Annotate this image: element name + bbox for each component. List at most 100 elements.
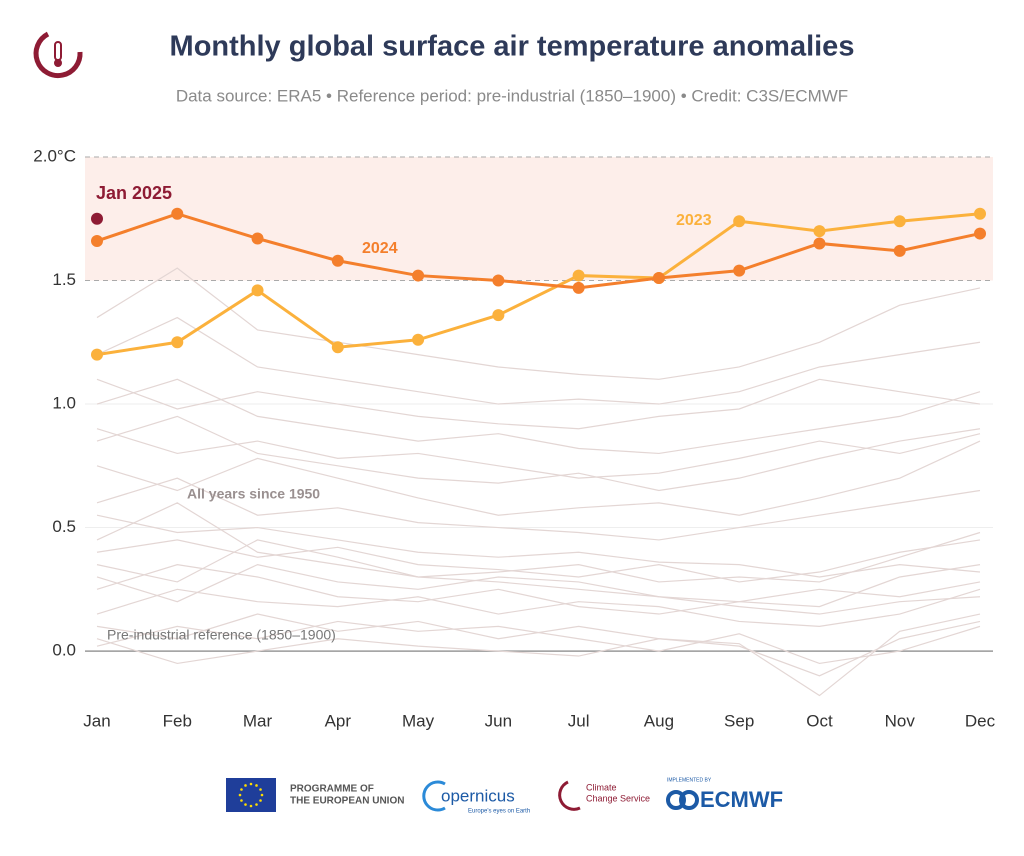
logo-bulb <box>54 59 62 67</box>
eu-text: PROGRAMME OF <box>290 784 374 795</box>
implemented-text: IMPLEMENTED BY <box>667 777 712 783</box>
background-line <box>96 477 981 541</box>
x-tick-label: Sep <box>724 711 754 730</box>
background-line <box>96 428 981 479</box>
background-line <box>96 539 981 583</box>
background-line <box>96 378 981 430</box>
point <box>412 333 425 346</box>
x-tick-label: Feb <box>163 711 192 730</box>
footer: PROGRAMME OF THE EUROPEAN UNION opernicu… <box>226 777 783 815</box>
eu-star <box>255 803 258 806</box>
background-line <box>96 588 981 627</box>
ecmwf-logo <box>679 790 699 810</box>
y-tick-label: 1.5 <box>52 270 76 289</box>
point <box>251 284 264 297</box>
eu-star <box>260 793 264 797</box>
point <box>492 309 505 322</box>
series-label: Jan 2025 <box>96 183 172 203</box>
background-line <box>96 267 981 380</box>
chart-title: Monthly global surface air temperature a… <box>170 31 855 63</box>
y-tick-label: 0.0 <box>52 641 76 660</box>
point <box>91 212 103 225</box>
point <box>91 234 103 247</box>
copernicus-text: opernicus <box>441 786 515 805</box>
eu-star <box>259 799 262 802</box>
background-line <box>96 613 981 677</box>
x-tick-label: Dec <box>965 711 996 730</box>
chart-subtitle: Data source: ERA5 • Reference period: pr… <box>176 86 848 105</box>
series-label: 2024 <box>362 240 398 257</box>
point <box>331 341 344 354</box>
logo <box>33 31 83 78</box>
eu-star <box>259 788 262 791</box>
ecmwf-logo <box>666 790 686 810</box>
series-line <box>96 212 981 357</box>
background-line <box>96 563 981 608</box>
eu-star <box>238 793 242 797</box>
c3s-logo <box>558 780 581 811</box>
point <box>492 274 505 287</box>
series-line <box>96 212 981 290</box>
copernicus-tagline: Europe's eyes on Earth <box>468 809 530 815</box>
point <box>652 272 665 285</box>
c3s-text: Climate <box>586 782 617 792</box>
x-tick-label: Oct <box>806 711 833 730</box>
x-tick-label: Mar <box>243 711 273 730</box>
eu-star <box>249 782 253 786</box>
point <box>91 348 103 361</box>
point <box>733 264 746 277</box>
eu-star <box>249 804 253 808</box>
point <box>974 227 986 240</box>
copernicus-c <box>422 780 446 812</box>
background-line <box>96 316 981 405</box>
c3s-text: Change Service <box>586 793 650 803</box>
x-tick-label: Apr <box>325 711 352 730</box>
background-line <box>96 613 981 697</box>
point <box>171 336 184 349</box>
point <box>171 207 184 220</box>
point <box>331 254 344 267</box>
background-line <box>96 531 981 583</box>
eu-star <box>244 803 247 806</box>
x-tick-label: May <box>402 711 435 730</box>
x-tick-label: Jan <box>83 711 110 730</box>
point <box>813 225 826 238</box>
background-line <box>96 378 981 455</box>
background-line <box>96 440 981 516</box>
eu-text: THE EUROPEAN UNION <box>290 796 404 807</box>
point <box>974 207 986 220</box>
y-tick-label: 2.0°C <box>33 146 76 165</box>
point <box>893 244 906 257</box>
point <box>251 232 264 245</box>
background-line <box>96 564 981 615</box>
annotation: Pre-industrial reference (1850–1900) <box>107 627 336 643</box>
x-tick-label: Nov <box>885 711 916 730</box>
ecmwf-text: ECMWF <box>700 787 783 812</box>
point <box>733 215 746 228</box>
point <box>572 281 585 294</box>
eu-stars <box>238 782 264 808</box>
eu-star <box>240 788 243 791</box>
logo-thermo <box>54 41 62 61</box>
shaded-band <box>85 156 993 281</box>
plot: 0.0 0.5 1.0 1.5 2.0°C Jan Feb Mar Apr May Jun Jul Au… <box>33 146 995 730</box>
series-label: 2023 <box>676 212 712 229</box>
eu-star <box>244 784 247 787</box>
background-line <box>96 514 981 578</box>
point <box>893 215 906 228</box>
y-tick-label: 1.0 <box>52 394 76 413</box>
background-line <box>96 502 981 615</box>
x-tick-label: Jul <box>568 711 590 730</box>
point <box>813 237 826 250</box>
background-line <box>96 415 981 492</box>
x-tick-label: Aug <box>644 711 674 730</box>
eu-star <box>255 784 258 787</box>
y-tick-label: 0.5 <box>52 517 76 536</box>
point <box>572 269 585 282</box>
eu-star <box>240 799 243 802</box>
annotation: All years since 1950 <box>187 486 320 502</box>
x-tick-label: Jun <box>485 711 512 730</box>
point <box>412 269 425 282</box>
